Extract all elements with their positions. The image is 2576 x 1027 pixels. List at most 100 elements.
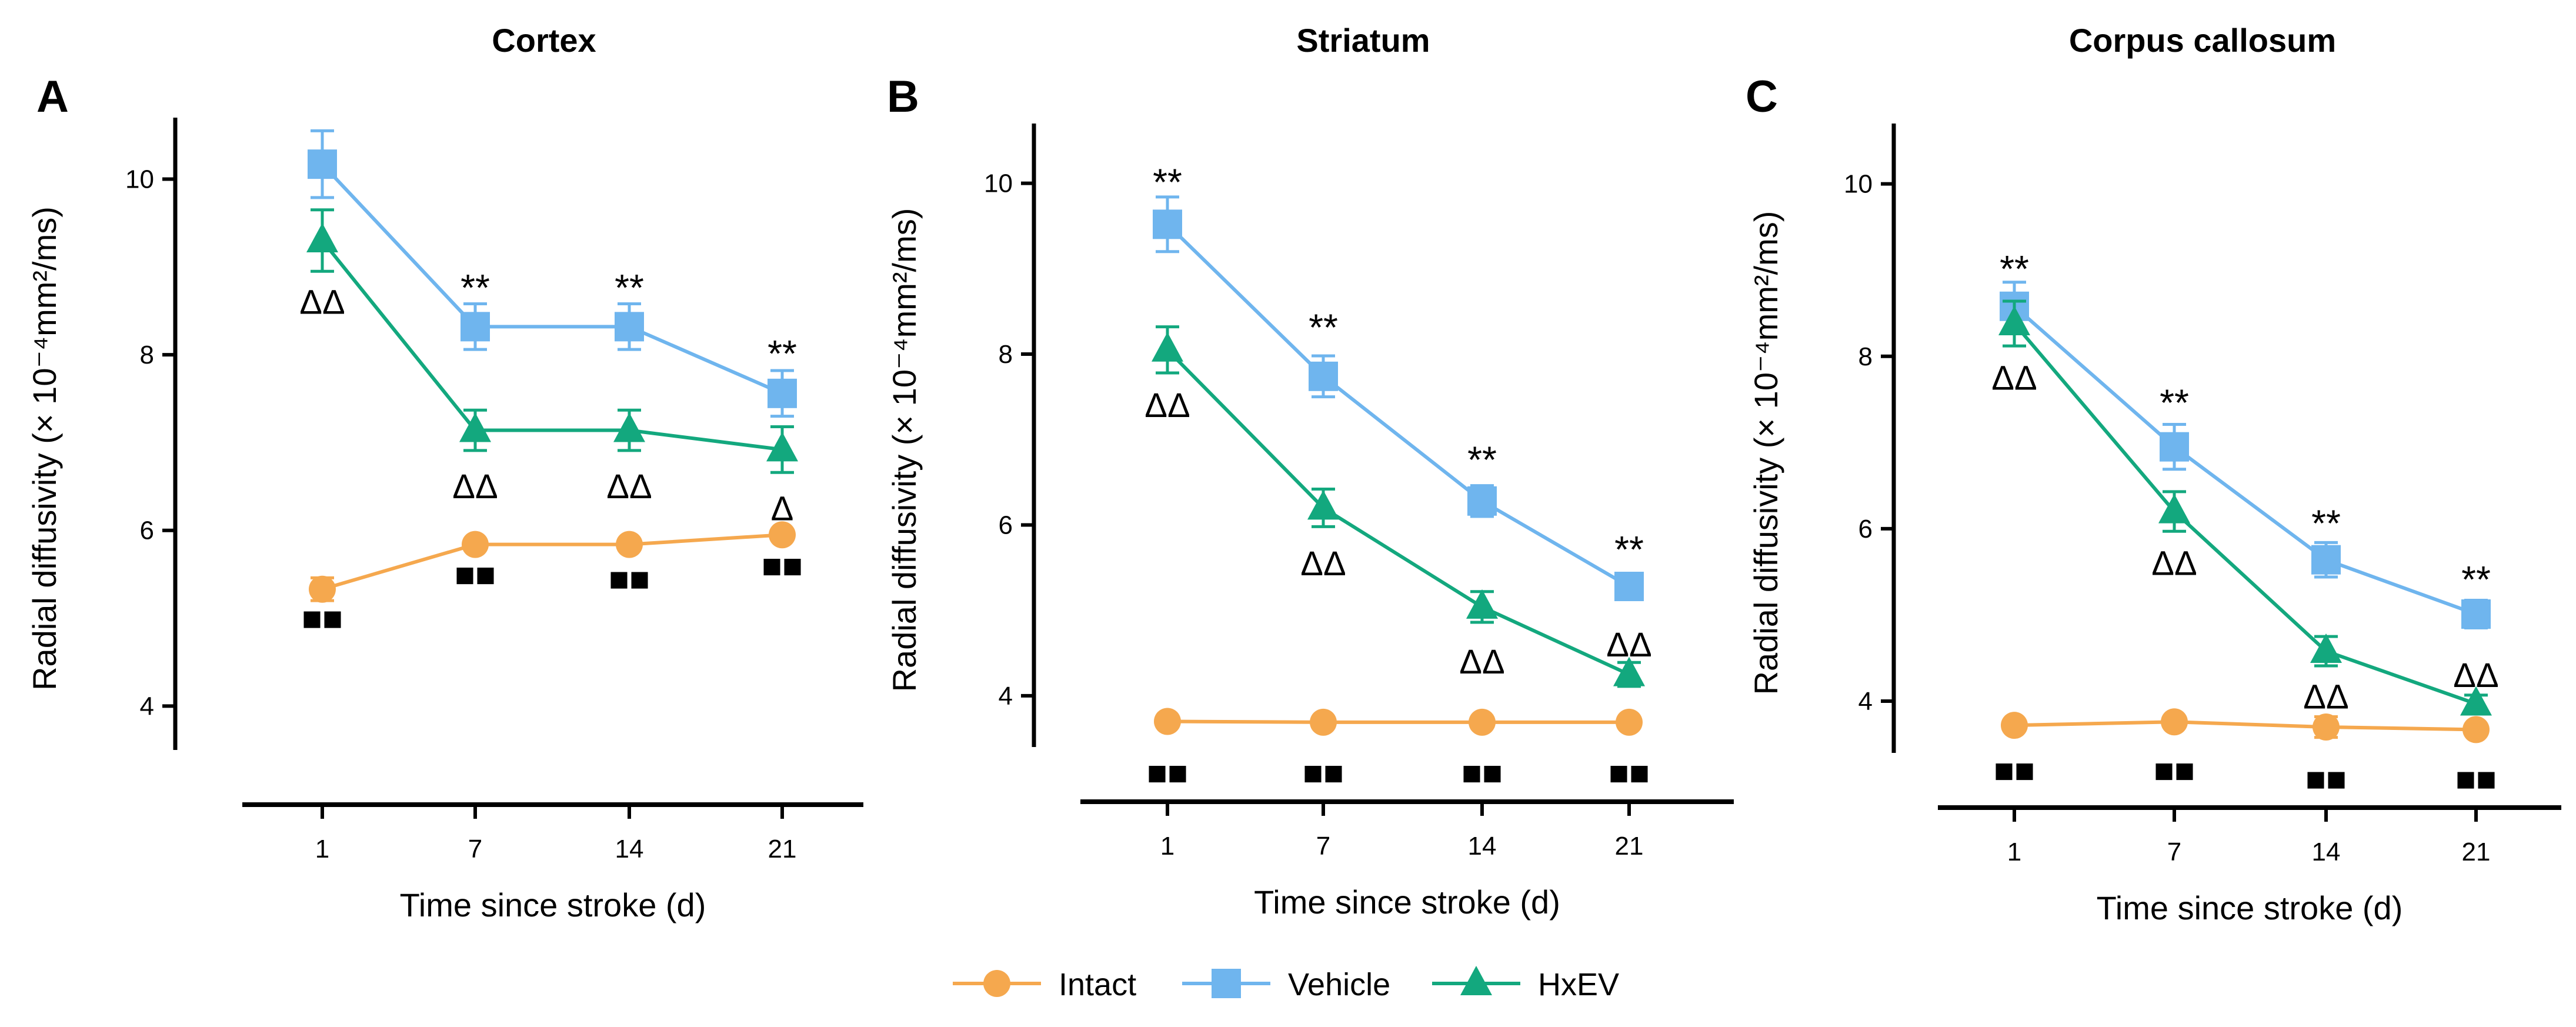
x-tick-label: 7: [468, 835, 482, 863]
legend-square-marker: [1212, 969, 1241, 998]
data-point: [2461, 599, 2491, 629]
series-line: [322, 533, 783, 591]
series-hxev: [1152, 325, 1645, 688]
panel-letter: B: [887, 72, 919, 122]
y-axis-title: Radial diffusivity (× 10⁻⁴mm²/ms): [1747, 211, 1784, 695]
y-tick-label: 6: [999, 511, 1013, 539]
panel-title: Cortex: [492, 22, 596, 59]
series-intact: [2001, 708, 2490, 743]
panel-letter: A: [36, 72, 69, 122]
y-tick-label: 4: [1858, 687, 1873, 716]
data-point: [1614, 572, 1644, 602]
annotation-delta: ΔΔ: [1300, 545, 1346, 583]
annotation-delta: ΔΔ: [2303, 678, 2348, 716]
annotation-delta: ΔΔ: [2151, 545, 2197, 583]
legend-entry-hxev: HxEV: [1432, 966, 1619, 1002]
data-point: [1616, 708, 1643, 736]
data-point: [459, 412, 491, 442]
x-tick-label: 21: [768, 835, 797, 863]
x-tick-label: 7: [2167, 838, 2181, 866]
panel-title: Corpus callosum: [2069, 22, 2336, 59]
data-point: [2462, 716, 2490, 743]
data-point: [768, 378, 797, 408]
legend-label: Intact: [1059, 967, 1136, 1002]
x-tick-label: 14: [1468, 832, 1497, 861]
x-axis-title: Time since stroke (d): [400, 886, 706, 923]
annotation-star: **: [2000, 248, 2029, 290]
data-point: [615, 312, 644, 342]
y-tick-label: 6: [140, 516, 154, 545]
y-tick-label: 10: [125, 165, 154, 194]
annotation-delta: ΔΔ: [299, 284, 345, 322]
annotation-delta: ΔΔ: [1144, 386, 1190, 425]
data-point: [1613, 656, 1645, 686]
panel-a: A Cortex 4 6 8 10 1 7 14 21 Time since stroke (d) R…: [26, 22, 863, 923]
annotation-square: ■■: [1994, 751, 2035, 789]
series-line: [1166, 223, 1630, 588]
legend-triangle-marker: [1460, 966, 1492, 995]
annotation-star: **: [615, 266, 644, 309]
annotation-square: ■■: [1609, 754, 1650, 792]
annotation-square: ■■: [2154, 751, 2195, 789]
series-line: [2013, 305, 2477, 616]
data-point: [2460, 686, 2492, 716]
y-tick-label: 8: [999, 340, 1013, 369]
data-point: [462, 531, 489, 558]
legend-circle-marker: [983, 970, 1010, 997]
annotation-delta: ΔΔ: [2453, 656, 2498, 695]
annotation-star: **: [1614, 528, 1644, 571]
data-point: [2311, 545, 2341, 575]
panel-title: Striatum: [1296, 22, 1430, 59]
data-point: [306, 223, 338, 253]
x-tick-label: 14: [615, 835, 644, 863]
series-hxev: [306, 208, 798, 474]
data-point: [613, 412, 645, 442]
annotation-star: **: [1467, 439, 1497, 481]
series-hxev: [1998, 299, 2492, 716]
annotation-star: **: [2311, 502, 2341, 545]
y-axis-title: Radial diffusivity (× 10⁻⁴mm²/ms): [26, 206, 63, 691]
annotation-square: ■■: [302, 599, 343, 638]
series-line: [321, 163, 783, 395]
x-tick-label: 7: [1316, 832, 1330, 861]
y-axis-title: Radial diffusivity (× 10⁻⁴mm²/ms): [886, 208, 923, 692]
data-point: [461, 312, 490, 342]
data-point: [1466, 589, 1498, 619]
panel-letter: C: [1746, 72, 1778, 122]
annotation-square: ■■: [1303, 754, 1344, 792]
annotation-delta: ΔΔ: [452, 468, 498, 506]
legend: Intact Vehicle HxEV: [953, 966, 1619, 1002]
x-tick-label: 21: [2462, 838, 2491, 866]
annotation-delta: ΔΔ: [606, 468, 652, 506]
annotation-square: ■■: [609, 560, 650, 598]
series-line: [321, 239, 783, 452]
data-point: [308, 149, 337, 179]
data-point: [2161, 708, 2188, 736]
panel-c: C Corpus callosum 4 6 8 10 1 7 14 21 Time since st…: [1746, 22, 2561, 926]
y-tick-label: 10: [1844, 170, 1873, 199]
series-intact: [309, 521, 796, 603]
annotation-star: **: [768, 332, 797, 375]
annotation-square: ■■: [455, 555, 496, 593]
y-tick-label: 4: [999, 682, 1013, 711]
series-vehicle: [1153, 195, 1644, 602]
annotation-delta: ΔΔ: [1606, 626, 1651, 664]
legend-label: Vehicle: [1288, 967, 1390, 1002]
data-point: [1154, 708, 1181, 735]
annotation-square: ■■: [2455, 760, 2497, 798]
data-point: [616, 531, 643, 558]
annotation-star: **: [2160, 381, 2189, 424]
data-point: [2313, 713, 2340, 741]
data-point: [1467, 486, 1497, 516]
x-tick-label: 14: [2312, 838, 2341, 866]
series-line: [2013, 322, 2477, 706]
data-point: [1998, 306, 2030, 336]
y-tick-label: 6: [1858, 515, 1873, 543]
data-point: [2160, 432, 2189, 462]
series-line: [1167, 719, 1629, 724]
panel-b: B Striatum 4 6 8 10 1 7 14 21 Time since stroke (d…: [886, 22, 1734, 921]
y-tick-label: 4: [140, 692, 154, 721]
legend-entry-intact: Intact: [953, 967, 1136, 1002]
